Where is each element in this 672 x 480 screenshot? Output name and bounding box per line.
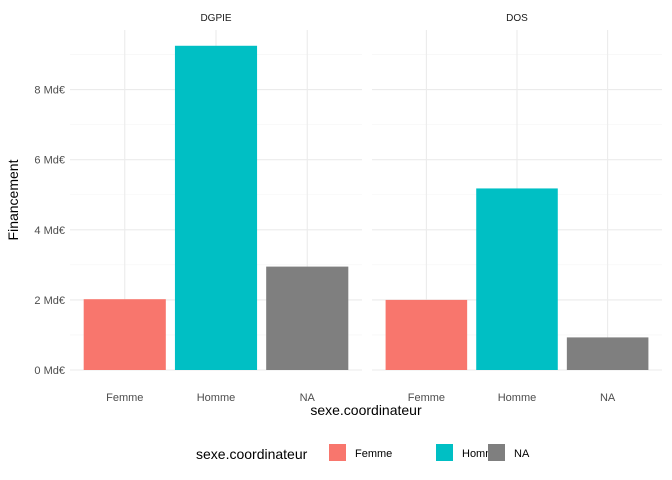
facet-strip-label: DGPIE (200, 13, 231, 24)
legend-title: sexe.coordinateur (196, 446, 308, 462)
x-tick-label: NA (600, 392, 616, 404)
x-tick-label: Homme (197, 392, 236, 404)
legend-label: NA (514, 448, 530, 460)
legend: sexe.coordinateur Femme Homme NA (196, 444, 530, 462)
bar-dos-na (566, 337, 649, 370)
facet-panels: DGPIE Femme Homme NA 0 Md€ 2 Md€ 4 Md€ 6 Md€ 8 M… (34, 13, 662, 404)
y-axis-title: Financement (5, 159, 21, 240)
y-tick-label: 8 Md€ (34, 85, 65, 97)
bar-dgpie-femme (83, 299, 166, 370)
y-tick-label: 6 Md€ (34, 155, 65, 167)
legend-label: Femme (355, 448, 392, 460)
legend-key-na (488, 444, 505, 461)
facet-panel-dos: DOS Femme Homme NA (372, 13, 662, 404)
legend-key-femme (329, 444, 346, 461)
y-tick-label: 4 Md€ (34, 225, 65, 237)
x-tick-label: Femme (106, 392, 143, 404)
bar-dos-homme (476, 188, 558, 370)
bar-dos-femme (385, 299, 468, 370)
legend-key-homme (436, 444, 453, 461)
x-tick-label: Homme (498, 392, 537, 404)
bar-dgpie-homme (174, 45, 258, 371)
x-tick-label: Femme (408, 392, 445, 404)
y-tick-label: 2 Md€ (34, 295, 65, 307)
x-tick-label: NA (300, 392, 316, 404)
bar-dgpie-na (266, 266, 349, 370)
x-axis-title: sexe.coordinateur (310, 402, 422, 418)
facet-strip-label: DOS (506, 13, 528, 24)
y-tick-label: 0 Md€ (34, 365, 65, 377)
facet-panel-dgpie: DGPIE Femme Homme NA 0 Md€ 2 Md€ 4 Md€ 6 Md€ 8 M… (34, 13, 362, 404)
